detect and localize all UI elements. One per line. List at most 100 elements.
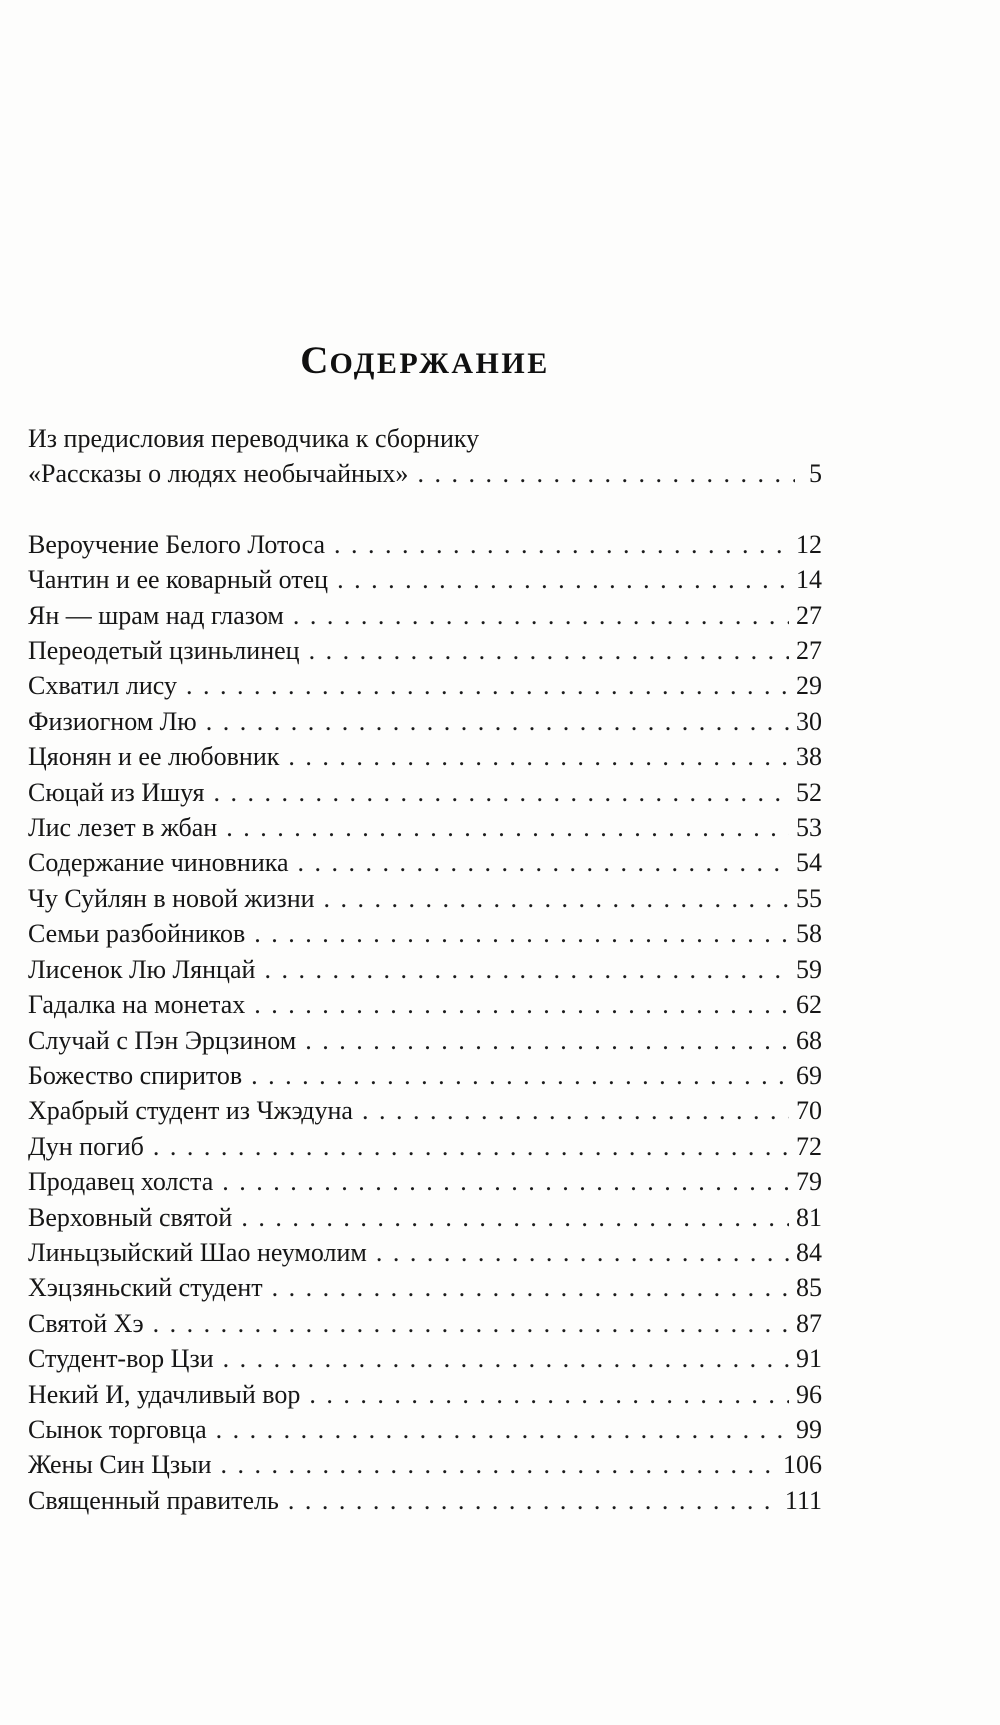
toc-entry: Жены Син Цзыи 106 [28,1447,822,1482]
toc-entry-page: 106 [783,1450,822,1480]
toc-entry: Чантин и ее коварный отец 14 [28,562,822,597]
toc-entry: Студент-вор Цзи 91 [28,1341,822,1376]
toc-entry: Ян — шрам над глазом 27 [28,598,822,633]
toc-entry: Сынок торговца 99 [28,1412,822,1447]
toc-entry: Верховный святой 81 [28,1200,822,1235]
toc-entry-title: Случай с Пэн Эрцзином [28,1025,297,1055]
toc-entry-page: 53 [796,813,822,843]
toc-entry: Хэцзяньский студент 85 [28,1270,822,1305]
dot-leader [177,668,789,703]
toc-entry: Цяонян и ее любовник 38 [28,739,822,774]
toc-entry-page: 52 [796,777,822,807]
toc-entry: Священный правитель 111 [28,1483,822,1518]
toc-entry-title: Некий И, удачливый вор [28,1379,301,1409]
toc-entry-title: Вероучение Белого Лотоса [28,529,326,559]
toc-entry: Продавец холста 79 [28,1164,822,1199]
toc-entry-title: Верховный святой [28,1202,233,1232]
toc-entry-title: Семьи разбойников [28,919,246,949]
dot-leader [255,952,789,987]
toc-entry-page: 91 [796,1344,822,1374]
toc-entry: Линьцзыйский Шао неумолим 84 [28,1235,822,1270]
toc-entry-page: 68 [796,1025,822,1055]
toc-entry-title: Дун погиб [28,1131,144,1161]
dot-leader [300,1377,789,1412]
toc-entry-page: 14 [796,565,822,595]
dot-leader [207,1412,789,1447]
toc-entry-title: Содержание чиновника [28,848,289,878]
toc-entry-page: 72 [796,1131,822,1161]
dot-leader [245,916,789,951]
toc-entry-page: 85 [796,1273,822,1303]
toc-entry-page: 59 [796,954,822,984]
dot-leader [144,1306,789,1341]
dot-leader [279,1483,778,1518]
page-title: СОДЕРЖАНИЕ [300,339,550,382]
toc-entry-page: 55 [796,883,822,913]
dot-leader [214,1341,789,1376]
toc-entry-title: Физиогном Лю [28,706,197,736]
toc-entry-title: Гадалка на монетах [28,990,246,1020]
dot-leader [212,1447,777,1482]
toc-entry-page: 29 [796,671,822,701]
toc-entry-page: 70 [796,1096,822,1126]
toc-entry-title: Лисенок Лю Лянцай [28,954,256,984]
toc-entry: Гадалка на монетах 62 [28,987,822,1022]
dot-leader [284,598,789,633]
dot-leader [325,527,789,562]
toc-entry: Схватил лису 29 [28,668,822,703]
toc-entry-page: 62 [796,990,822,1020]
toc-entry-title: Чу Суйлян в новой жизни [28,883,315,913]
toc-content: СОДЕРЖАНИЕ Из предисловия переводчика к … [28,0,822,1518]
toc-entry-title: Ян — шрам над глазом [28,600,284,630]
dot-leader [296,1023,789,1058]
toc-entry-page: 99 [796,1414,822,1444]
preface-entry-line1: Из предисловия переводчика к сборнику [28,424,480,453]
toc-entry: Некий И, удачливый вор 96 [28,1377,822,1412]
toc-entry-page: 111 [784,1485,822,1515]
toc-entry: Лис лезет в жбан 53 [28,810,822,845]
dot-leader [263,1270,789,1305]
toc-entry-page: 96 [796,1379,822,1409]
toc-entry-page: 54 [796,848,822,878]
preface-entry-line2: «Рассказы о людях необычайных» 5 [28,456,822,491]
toc-entry-title: Продавец холста [28,1167,214,1197]
toc-entry-title: Жены Син Цзыи [28,1450,212,1480]
toc-entry: Семьи разбойников 58 [28,916,822,951]
toc-entry-page: 5 [809,459,822,489]
dot-leader [232,1200,789,1235]
toc-entry-title: Сюцай из Ишуя [28,777,205,807]
toc-entry: Божество спиритов 69 [28,1058,822,1093]
toc-entry-page: 38 [796,742,822,772]
toc-entry: Святой Хэ 87 [28,1306,822,1341]
toc-entry-page: 81 [796,1202,822,1232]
toc-entry: Содержание чиновника 54 [28,845,822,880]
toc-entry-page: 12 [796,529,822,559]
toc-entry-title: Лис лезет в жбан [28,813,218,843]
toc-entry-title: Священный правитель [28,1485,279,1515]
toc-entry-title: Переодетый цзиньлинец [28,636,300,666]
dot-leader [204,775,789,810]
toc-entry-title: Линьцзыйский Шао неумолим [28,1237,367,1267]
toc-entry: Вероучение Белого Лотоса 12 [28,527,822,562]
dot-leader [197,704,789,739]
toc-entry: Чу Суйлян в новой жизни 55 [28,881,822,916]
dot-leader [367,1235,789,1270]
toc-entry-page: 27 [796,636,822,666]
dot-leader [300,633,789,668]
toc-entry: Храбрый студент из Чжэдуна 70 [28,1093,822,1128]
toc-entry-page: 30 [796,706,822,736]
toc-entry-title: Хэцзяньский студент [28,1273,263,1303]
dot-leader [213,1164,789,1199]
toc-entry-page: 84 [796,1237,822,1267]
toc-entry-title: Чантин и ее коварный отец [28,565,329,595]
toc-entry: Случай с Пэн Эрцзином 68 [28,1023,822,1058]
dot-leader [144,1129,789,1164]
toc-entry-title: Цяонян и ее любовник [28,742,280,772]
dot-leader [328,562,789,597]
toc-list: Вероучение Белого Лотоса 12 Чантин и ее … [28,527,822,1518]
toc-entry-title: Божество спиритов [28,1060,243,1090]
toc-entry-title: Схватил лису [28,671,177,701]
toc-entry-page: 69 [796,1060,822,1090]
toc-entry: Сюцай из Ишуя 52 [28,775,822,810]
